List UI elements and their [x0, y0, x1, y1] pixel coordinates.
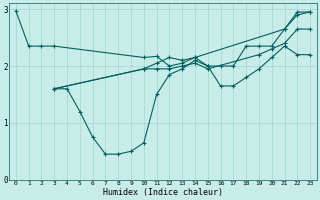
X-axis label: Humidex (Indice chaleur): Humidex (Indice chaleur): [103, 188, 223, 197]
